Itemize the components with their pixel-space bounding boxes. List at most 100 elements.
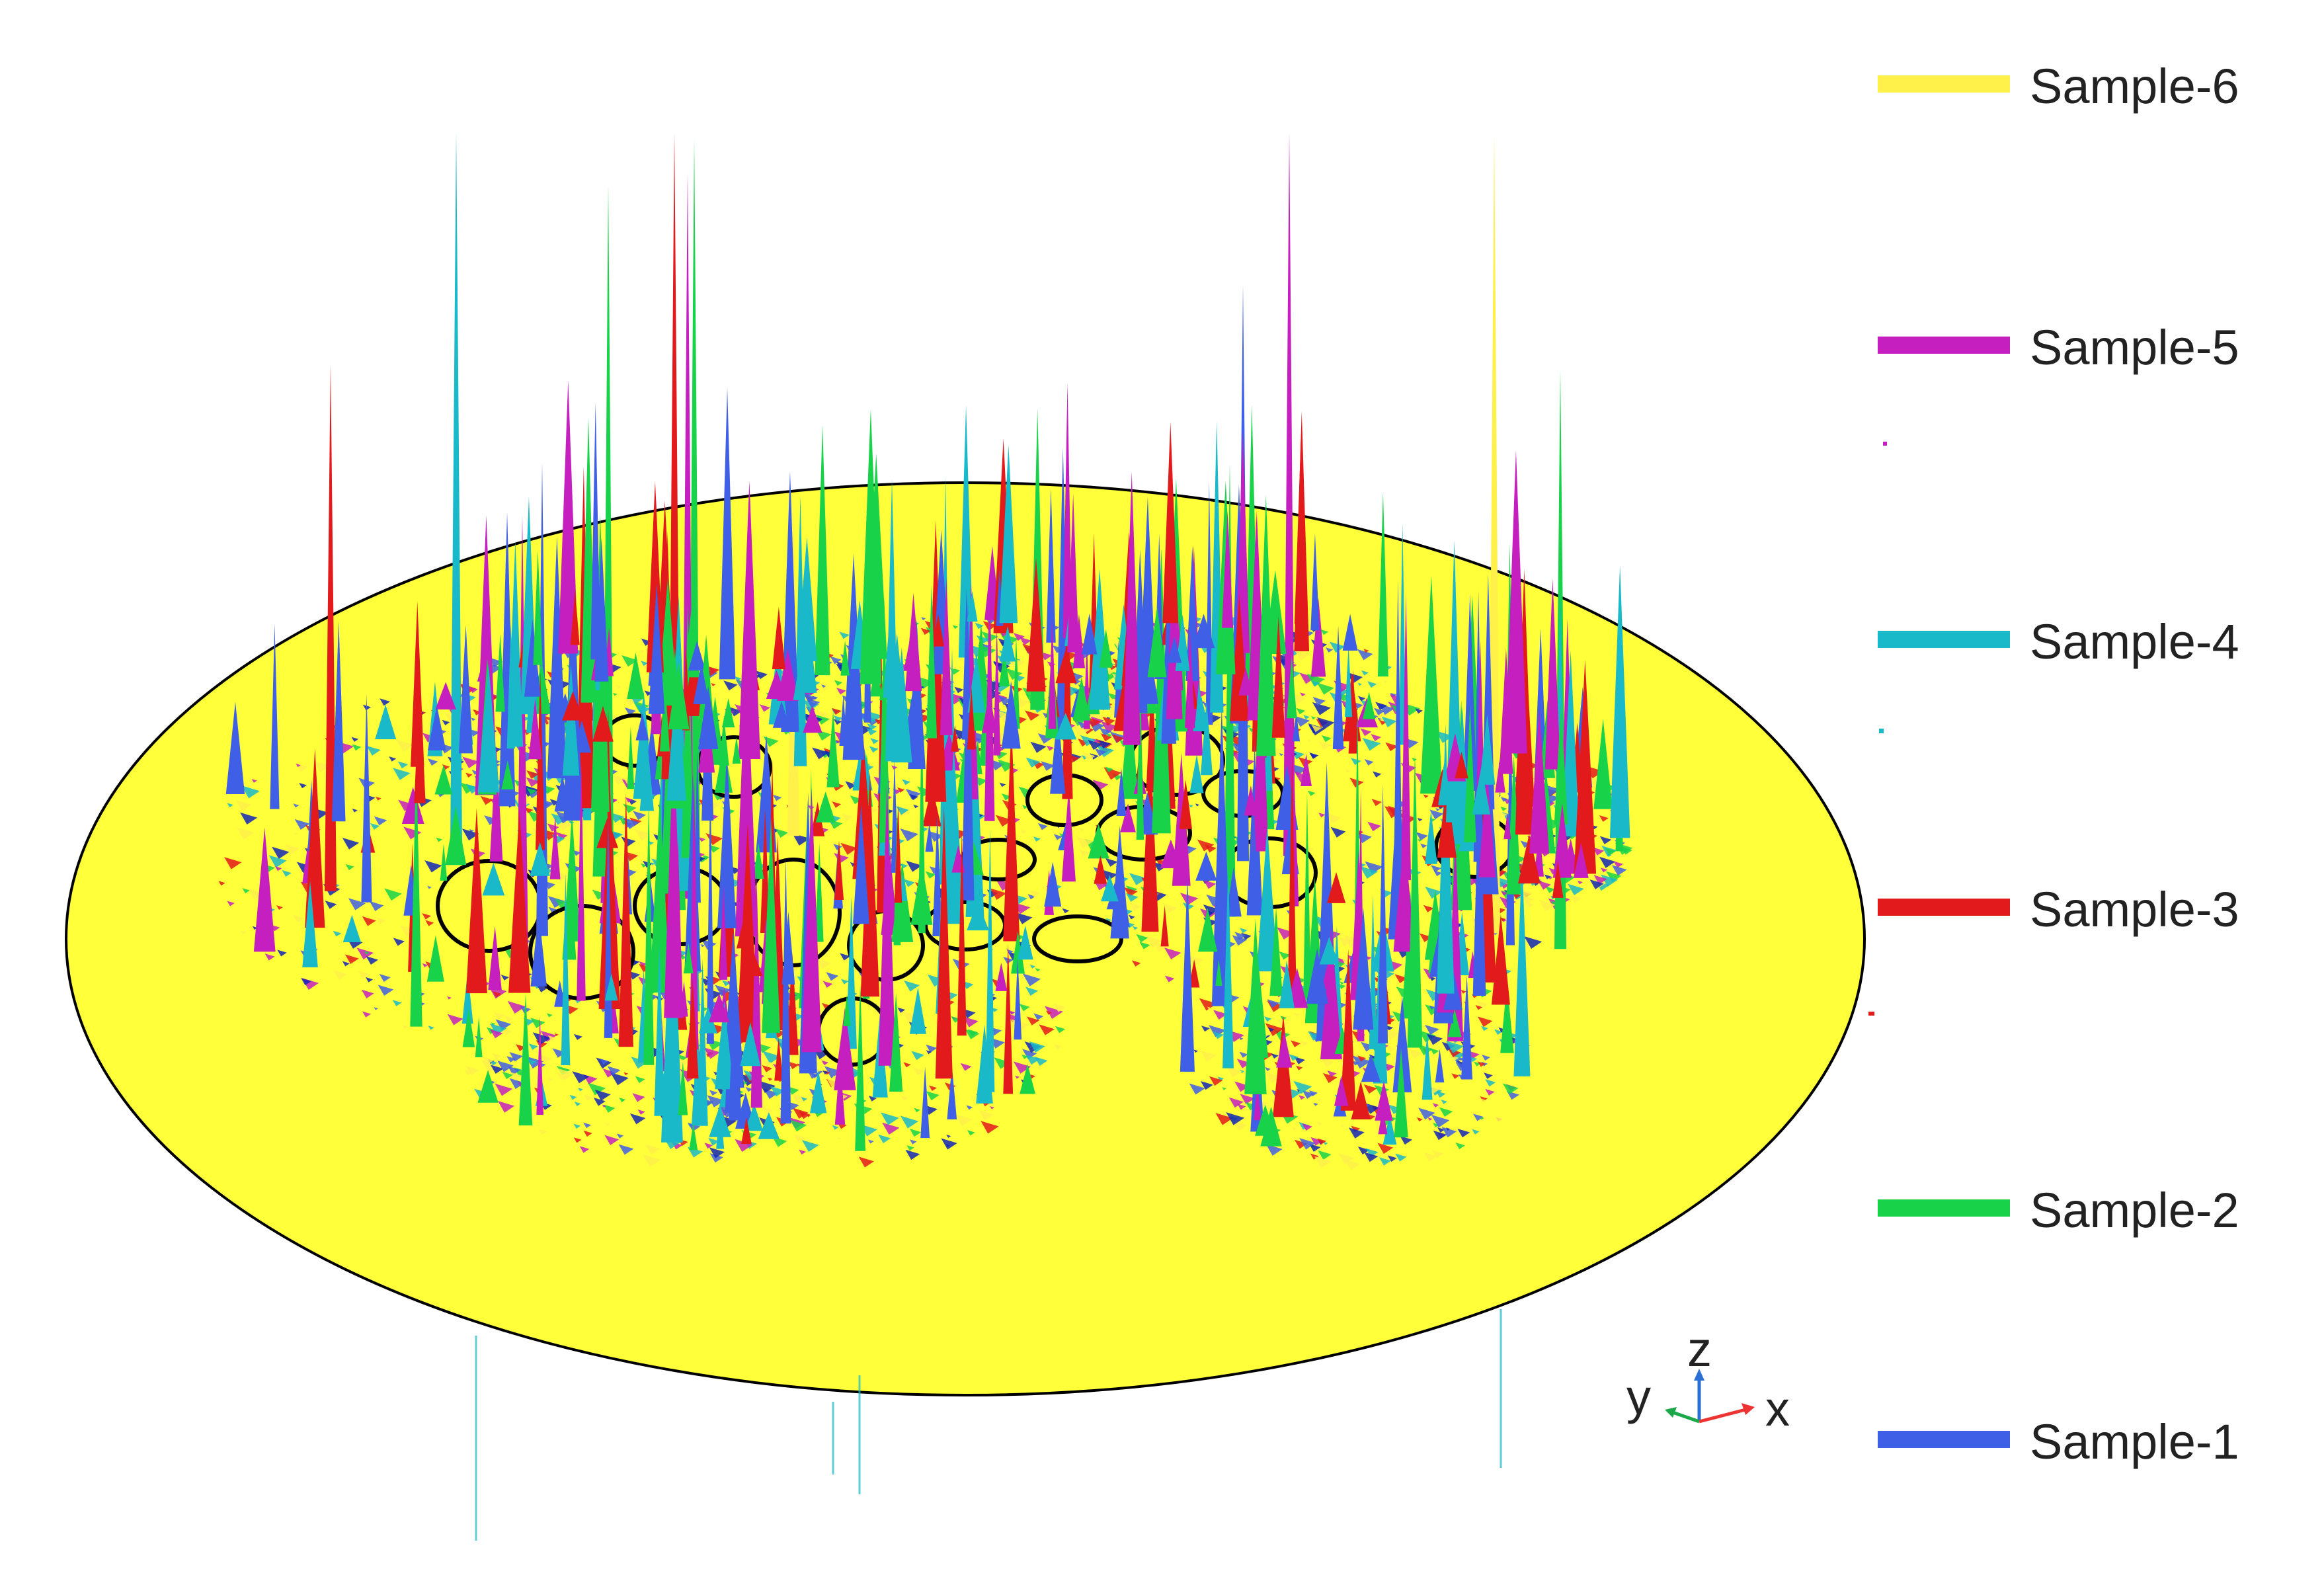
patch-fragment (1439, 1107, 1453, 1117)
spike (815, 424, 830, 676)
patch-fragment (1280, 965, 1291, 973)
spike (530, 842, 550, 876)
patch-fragment (345, 864, 354, 871)
patch-fragment (547, 823, 559, 832)
legend-swatch (1878, 631, 2010, 648)
patch-fragment (953, 728, 969, 740)
patch-fragment (1357, 696, 1366, 702)
patch-fragment (1026, 1016, 1040, 1026)
patch-fragment (880, 1112, 899, 1125)
spike (434, 765, 453, 795)
spike (659, 679, 670, 752)
patch-fragment (1451, 1073, 1460, 1079)
spike (465, 808, 487, 994)
patch-fragment (365, 977, 374, 983)
patch-fragment (735, 1139, 753, 1152)
patch-fragment (703, 1047, 721, 1059)
patch-fragment (1342, 958, 1349, 964)
patch-fragment (442, 719, 450, 725)
spike (834, 1008, 856, 1090)
stray-mark (1883, 442, 1887, 446)
spike (461, 971, 473, 1024)
patch-fragment (1419, 933, 1432, 942)
patch-fragment (1374, 1084, 1390, 1096)
patch-fragment (1441, 1100, 1448, 1104)
patch-fragment (1362, 737, 1381, 751)
spike (1001, 681, 1021, 749)
spike (793, 670, 803, 701)
patch-fragment (1053, 834, 1062, 840)
patch-fragment (822, 981, 833, 988)
patch-fragment (877, 1141, 882, 1145)
spike (683, 943, 694, 974)
spike (709, 1105, 731, 1137)
patch-fragment (1055, 1026, 1066, 1033)
patch-fragment (1472, 1129, 1480, 1135)
spike (1455, 751, 1468, 779)
patch-fragment (1232, 935, 1248, 946)
patch-fragment (264, 953, 275, 961)
patch-fragment (376, 917, 386, 924)
patch-fragment (1180, 893, 1199, 906)
patch-fragment (1418, 1108, 1435, 1120)
patch-fragment (1294, 1056, 1306, 1065)
patch-fragment (941, 1138, 957, 1150)
patch-fragment (1605, 848, 1617, 856)
spike (826, 711, 840, 787)
patch-fragment (1306, 674, 1325, 686)
spike (732, 737, 741, 764)
patch-fragment (927, 974, 945, 987)
patch-fragment (1427, 1117, 1433, 1121)
patch-fragment (547, 896, 565, 908)
patch-fragment (1013, 1061, 1031, 1074)
patch-fragment (990, 888, 1007, 900)
patch-fragment (678, 1054, 688, 1061)
patch-fragment (1433, 1123, 1440, 1128)
spike (489, 745, 503, 862)
patch-fragment (1022, 643, 1037, 654)
patch-fragment (1359, 866, 1379, 879)
patch-fragment (926, 1044, 938, 1053)
patch-fragment (1123, 887, 1138, 897)
spike (686, 978, 699, 1079)
spike (1505, 450, 1527, 754)
patch-fragment (471, 717, 476, 721)
patch-fragment (822, 1070, 828, 1075)
patch-fragment (1371, 799, 1382, 807)
patch-fragment (1577, 880, 1583, 885)
patch-fragment (1415, 708, 1423, 714)
patch-fragment (1330, 827, 1346, 838)
patch-fragment (610, 1072, 629, 1086)
patch-fragment (1303, 715, 1310, 719)
patch-fragment (1302, 1090, 1315, 1099)
patch-fragment (1125, 893, 1139, 902)
patch-fragment (1164, 948, 1182, 959)
patch-fragment (1205, 844, 1217, 853)
legend-label: Sample-6 (2030, 59, 2239, 114)
patch-fragment (806, 1114, 811, 1117)
spike (737, 916, 752, 949)
spike (1099, 629, 1113, 668)
spike (1479, 714, 1496, 785)
patch-fragment (926, 1091, 940, 1101)
patch-fragment (1294, 1139, 1308, 1149)
patch-fragment (1385, 742, 1398, 752)
patch-fragment (1500, 806, 1507, 811)
legend-item-sample-1: Sample-1 (1878, 1402, 2301, 1474)
spike (1301, 754, 1312, 787)
patch-fragment (949, 665, 957, 670)
patch-fragment (1215, 721, 1223, 727)
patch-fragment (700, 944, 705, 948)
spike (722, 698, 735, 728)
patch-fragment (1524, 936, 1543, 949)
patch-fragment (1395, 1153, 1407, 1162)
spike (1348, 669, 1358, 754)
spike (1244, 786, 1258, 816)
patch-fragment (960, 1063, 972, 1071)
patch-fragment (1222, 1087, 1226, 1090)
patch-fragment (878, 1134, 891, 1144)
patch-fragment (1293, 648, 1311, 661)
patch-fragment (497, 1101, 515, 1113)
patch-fragment (480, 795, 493, 805)
spike (558, 380, 579, 654)
